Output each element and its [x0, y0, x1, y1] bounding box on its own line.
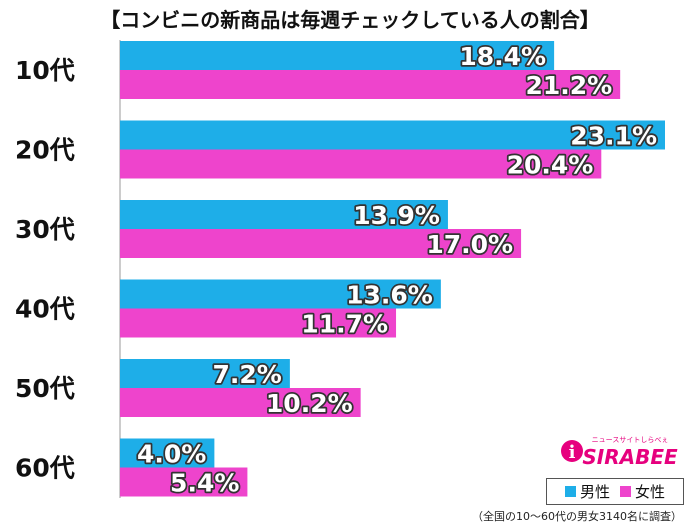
- data-label: 13.9%: [353, 201, 440, 230]
- data-label: 10.2%: [266, 389, 353, 418]
- bar-female: [120, 467, 248, 497]
- data-label: 5.4%: [170, 469, 239, 498]
- data-label: 18.4%: [459, 42, 546, 71]
- bar-female: [120, 149, 602, 179]
- data-label: 13.6%: [346, 281, 433, 310]
- legend: 男性 女性: [546, 478, 684, 505]
- bar-female: [120, 308, 397, 338]
- bar-male: [120, 279, 441, 309]
- legend-swatch-male: [564, 486, 576, 497]
- legend-label-female: 女性: [635, 483, 666, 501]
- logo-main: SIRABEE: [582, 445, 678, 469]
- bar-male: [120, 359, 290, 388]
- bar-female: [120, 70, 621, 99]
- category-label: 40代: [15, 295, 75, 324]
- sirabee-logo: i ニュースサイトしらべぇ SIRABEE: [560, 431, 684, 471]
- bar-female: [120, 229, 522, 258]
- bar-female: [120, 388, 361, 417]
- legend-swatch-female: [620, 486, 631, 497]
- category-label: 20代: [15, 136, 75, 165]
- bar-male: [120, 41, 555, 70]
- category-label: 10代: [15, 56, 75, 85]
- footnote: （全国の10〜60代の男女3140名に調査）: [472, 510, 682, 523]
- data-label: 20.4%: [507, 151, 594, 180]
- data-label: 11.7%: [301, 310, 388, 339]
- legend-item-female: 女性: [620, 481, 665, 502]
- bar-male: [120, 200, 448, 229]
- category-label: 60代: [15, 454, 75, 483]
- data-label: 23.1%: [570, 122, 657, 151]
- legend-label-male: 男性: [579, 483, 610, 501]
- svg-text:i: i: [569, 442, 576, 463]
- data-label: 4.0%: [137, 440, 206, 469]
- category-label: 50代: [15, 374, 75, 403]
- data-label: 7.2%: [213, 360, 282, 389]
- bar-male: [120, 120, 665, 150]
- logo-sub: ニュースサイトしらべぇ: [592, 436, 669, 444]
- chart-title: 【コンビニの新商品は毎週チェックしている人の割合】: [100, 8, 600, 32]
- legend-item-male: 男性: [564, 481, 610, 502]
- category-label: 30代: [15, 215, 75, 244]
- bar-male: [120, 438, 215, 468]
- data-label: 21.2%: [525, 71, 612, 100]
- data-label: 17.0%: [426, 230, 513, 259]
